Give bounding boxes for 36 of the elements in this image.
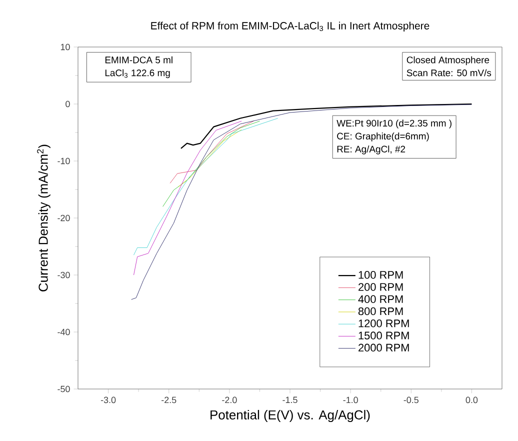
y-tick-label: 10 — [60, 44, 70, 50]
y-tick-label: -10 — [58, 158, 70, 164]
x-tick-label: -2.0 — [222, 396, 237, 404]
legend-label: 200 RPM — [358, 283, 403, 291]
annotation: EMIM-DCA 5 ml — [105, 56, 172, 64]
line-series — [162, 120, 260, 207]
line-series — [178, 129, 242, 187]
y-tick-label: 0 — [66, 100, 70, 108]
x-tick-label: 0.0 — [466, 396, 478, 404]
legend-label: 2000 RPM — [358, 344, 409, 352]
x-tick-label: -1.0 — [343, 396, 358, 404]
y-tick-label: -40 — [58, 328, 70, 336]
legend-label: 400 RPM — [358, 295, 403, 304]
annotation: RE: Ag/AgCl, #2 — [337, 146, 406, 154]
x-tick-label: -0.5 — [404, 396, 418, 404]
legend-label: 800 RPM — [358, 307, 403, 316]
legend-label: 100 RPM — [358, 271, 403, 279]
annotation: Scan Rate: 50 mV/s — [406, 69, 492, 76]
chart-title: Effect of RPM from EMIM-DCA-LaCl$_{3}$ IL in Inert Atmosphere — [151, 22, 430, 32]
line-series — [134, 118, 278, 256]
legend-label: 1200 RPM — [358, 320, 409, 328]
annotation: LaCl$_{3}$ 122.6 mg — [105, 69, 170, 78]
y-tick-label: -20 — [58, 214, 70, 222]
annotation: Closed Atmosphere — [406, 56, 490, 66]
annotation: CE: Graphite(d=6mm) — [337, 132, 429, 142]
line-series — [170, 120, 254, 184]
x-axis-title: Potential (E(V) vs. Ag/AgCl) — [210, 410, 370, 422]
y-tick-label: -30 — [58, 272, 70, 278]
x-tick-label: -2.5 — [162, 396, 176, 404]
line-series — [134, 120, 242, 276]
annotation: WE:Pt 90Ir10 (d=2.35 mm ) — [336, 120, 452, 128]
x-tick-label: -1.5 — [282, 396, 298, 404]
y-axis-title: Current Density (mA/cm$^{2}$) — [37, 144, 50, 292]
x-tick-label: -3.0 — [100, 396, 116, 404]
y-tick-label: -50 — [58, 386, 70, 392]
legend-label: 1500 RPM — [358, 332, 409, 340]
